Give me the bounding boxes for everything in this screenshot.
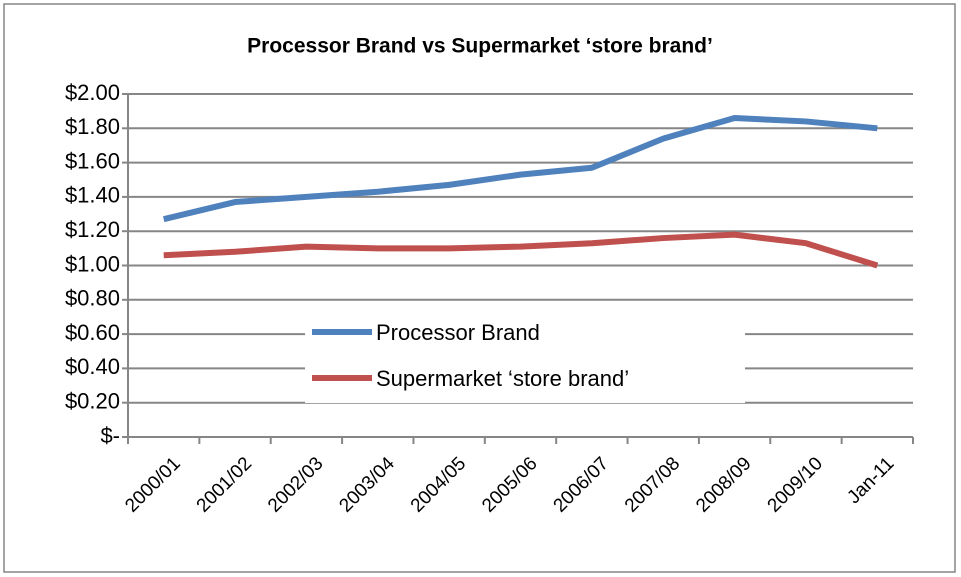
y-tick-label: $1.20 [65,217,120,242]
y-tick-label: $0.20 [65,389,120,414]
y-tick-label: $1.80 [65,114,120,139]
y-tick-label: $2.00 [65,80,120,105]
legend-box [305,313,745,403]
legend-label: Processor Brand [376,320,540,345]
y-tick-label: $1.00 [65,251,120,276]
chart-title: Processor Brand vs Supermarket ‘store br… [247,35,713,58]
legend-label: Supermarket ‘store brand’ [376,366,629,391]
y-tick-label: $1.60 [65,148,120,173]
y-tick-label: $- [100,423,120,448]
series-line [163,231,879,269]
y-tick-label: $1.40 [65,183,120,208]
y-tick-label: $0.60 [65,320,120,345]
y-tick-label: $0.40 [65,354,120,379]
series-line [162,115,878,223]
chart-border [3,3,956,573]
y-tick-label: $0.80 [65,286,120,311]
